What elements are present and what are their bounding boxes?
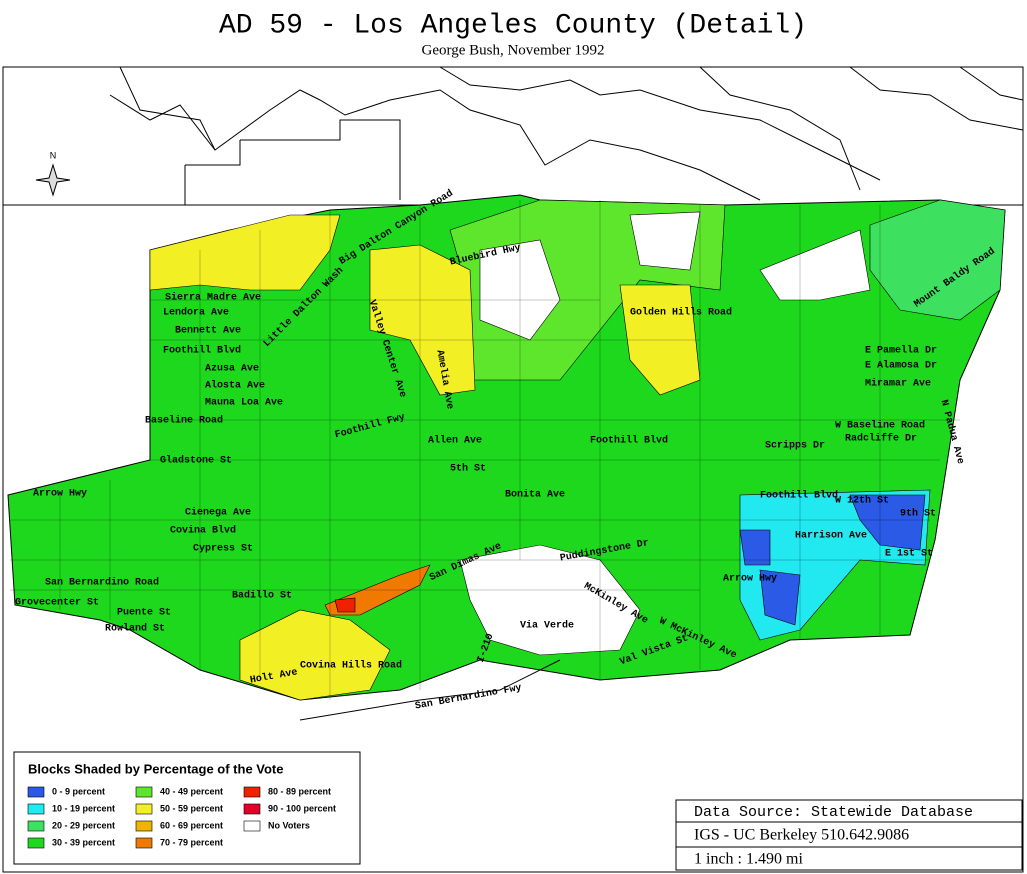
district-area xyxy=(849,494,926,551)
street-label: Bennett Ave xyxy=(175,326,241,337)
legend-label: 40 - 49 percent xyxy=(160,786,223,796)
street-grid xyxy=(10,200,960,700)
legend-box xyxy=(13,751,361,865)
no-voters-area xyxy=(629,211,701,271)
legend-label: 20 - 29 percent xyxy=(52,820,115,830)
street-label: Covina Hills Road xyxy=(300,660,402,672)
street-label: Scripps Dr xyxy=(765,440,825,452)
street-label: W 12th St xyxy=(835,495,889,507)
street-label: Arrow Hwy xyxy=(723,574,777,585)
district-area xyxy=(149,214,341,291)
legend-swatch xyxy=(135,820,153,832)
street-label: E Pamella Dr xyxy=(865,345,937,357)
street-label: Cienega Ave xyxy=(185,507,251,519)
legend-label: 80 - 89 percent xyxy=(268,786,331,796)
street-label: 9th St xyxy=(900,508,936,520)
legend-label: 50 - 59 percent xyxy=(160,803,223,813)
legend-swatch xyxy=(135,803,153,815)
district-area xyxy=(759,569,801,626)
north-arrow xyxy=(35,163,71,197)
street-label: San Bernardino Road xyxy=(45,577,159,589)
street-label: Rowland St xyxy=(105,623,165,635)
legend-swatch xyxy=(243,803,261,815)
legend-swatch xyxy=(27,786,45,798)
street-label: Radcliffe Dr xyxy=(845,433,917,445)
street-label: Harrison Ave xyxy=(795,530,867,542)
legend-swatch xyxy=(27,820,45,832)
map-frame xyxy=(2,66,1024,873)
street-label: Foothill Blvd xyxy=(760,490,838,502)
district-area xyxy=(739,529,771,566)
legend-swatch xyxy=(135,837,153,849)
street-label: Foothill Blvd xyxy=(590,435,668,447)
legend-label: 90 - 100 percent xyxy=(268,803,336,813)
no-voters-area xyxy=(759,229,871,301)
street-label: Sierra Madre Ave xyxy=(165,292,261,304)
street-label: E Alamosa Dr xyxy=(865,360,937,372)
legend-label: 70 - 79 percent xyxy=(160,837,223,847)
street-label: W Baseline Road xyxy=(835,420,925,432)
legend-swatch xyxy=(243,786,261,798)
district-area xyxy=(869,199,1006,321)
legend-swatch xyxy=(27,803,45,815)
street-label: Arrow Hwy xyxy=(33,489,87,500)
district-area xyxy=(334,597,356,613)
street-label: San Bernardino Fwy xyxy=(414,682,522,713)
street-label: Bonita Ave xyxy=(505,489,565,501)
street-label: Grovecenter St xyxy=(15,598,99,609)
street-label: Mauna Loa Ave xyxy=(205,398,283,409)
district-area xyxy=(239,609,391,701)
street-label: Alosta Ave xyxy=(205,380,265,392)
street-label: Badillo St xyxy=(232,590,292,602)
district-area xyxy=(369,244,476,396)
street-label: Golden Hills Road xyxy=(630,307,732,319)
source-box xyxy=(675,799,1023,871)
street-label: Lendora Ave xyxy=(163,307,229,319)
street-label: Via Verde xyxy=(520,620,574,632)
legend-swatch xyxy=(243,820,261,832)
street-label: Gladstone St xyxy=(160,455,232,467)
street-label: E 1st St xyxy=(885,549,933,560)
street-label: Cypress St xyxy=(193,544,253,555)
street-label: Azusa Ave xyxy=(205,364,259,375)
legend-label: 10 - 19 percent xyxy=(52,803,115,813)
legend-label: 30 - 39 percent xyxy=(52,837,115,847)
street-label: Foothill Blvd xyxy=(163,345,241,357)
north-label: N xyxy=(50,150,57,160)
source-line: IGS - UC Berkeley 510.642.9086 xyxy=(694,827,909,844)
street-label: Covina Blvd xyxy=(170,525,236,537)
legend-label: 60 - 69 percent xyxy=(160,820,223,830)
street-label: Baseline Road xyxy=(145,415,223,427)
street-label: Miramar Ave xyxy=(865,378,931,390)
legend-swatch xyxy=(135,786,153,798)
boundaries xyxy=(3,66,1024,206)
legend-title: Blocks Shaded by Percentage of the Vote xyxy=(28,761,284,776)
title: AD 59 - Los Angeles County (Detail) xyxy=(219,10,807,41)
street-label: 5th St xyxy=(450,463,486,475)
legend-label: No Voters xyxy=(268,820,310,830)
legend-items: 0 - 9 percent 10 - 19 percent 20 - 29 perc… xyxy=(27,786,336,849)
subtitle: George Bush, November 1992 xyxy=(421,42,604,58)
source-line: 1 inch : 1.490 mi xyxy=(694,851,803,868)
freeway xyxy=(299,659,561,721)
source-line: Data Source: Statewide Database xyxy=(694,804,973,821)
street-label: Puente St xyxy=(117,608,171,619)
legend-label: 0 - 9 percent xyxy=(52,786,105,796)
legend-swatch xyxy=(27,837,45,849)
street-label: Allen Ave xyxy=(428,435,482,447)
no-voters-area xyxy=(459,544,641,656)
